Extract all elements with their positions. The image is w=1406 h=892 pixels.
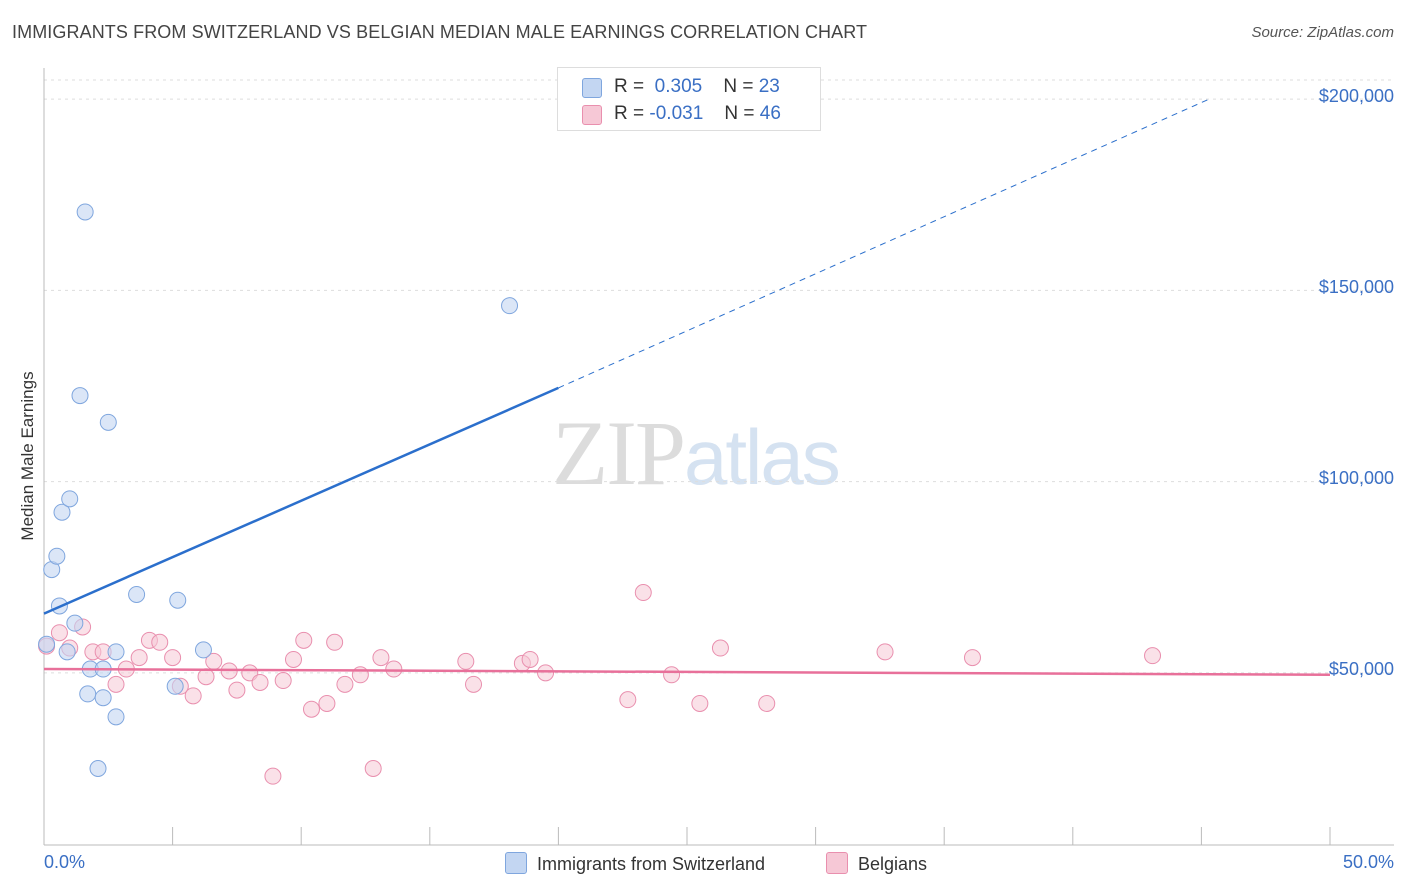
n-value: 23 [758,76,780,97]
belgian-trend-line [43,667,1331,677]
y-axis-label: Median Male Earnings [18,371,37,541]
belgian-point [963,649,981,667]
swiss-point [89,760,107,777]
watermark: ZIPatlas [552,400,841,506]
x-tick-label-min: 0.0% [44,852,86,872]
legend-label: Immigrants from Switzerland [537,854,766,874]
belgian-point [318,694,336,712]
belgian-point [521,650,539,668]
y-tick-label: $200,000 [1318,86,1394,106]
belgian-point [130,649,148,667]
swiss-point [53,503,71,521]
swiss-point [76,203,94,221]
belgian-point [385,660,403,678]
swiss-point [66,614,84,632]
belgian-point [372,649,390,667]
belgian-point [184,687,202,705]
belgian-point [634,584,652,602]
swiss-point [501,297,519,315]
r-label: R = [614,103,645,124]
swiss-point [194,641,212,659]
belgian-point [151,633,169,651]
swiss-point [71,387,89,405]
r-value: -0.031 [649,103,704,124]
belgian-point [264,767,282,785]
swiss-point [99,413,117,431]
swiss-point [128,585,146,603]
n-label: N = [724,103,755,124]
belgian-point [251,673,269,691]
belgian-point [107,675,125,693]
watermark-atlas: atlas [684,413,841,501]
belgian-point [465,675,483,693]
belgian-point [711,639,729,657]
belgian-point [295,631,313,649]
swiss-point [166,677,184,695]
swiss-trend-extension [558,98,1210,389]
belgian-point [228,681,246,699]
belgian-point [663,666,681,684]
y-tick-label: $150,000 [1318,277,1394,297]
belgian-point [284,650,302,668]
stats-text: R = 0.305 N = 23 [614,76,780,98]
belgian-point [758,694,776,712]
swiss-point [107,643,125,661]
n-value: 46 [759,103,781,124]
legend-swatch-swiss [505,852,527,874]
swiss-point [169,591,187,609]
y-tick-label: $50,000 [1328,659,1394,679]
r-value: 0.305 [654,76,703,97]
legend-label: Belgians [858,854,928,874]
swiss-point [79,685,97,703]
source-label: Source: ZipAtlas.com [1251,24,1394,41]
swiss-swatch [582,78,602,98]
belgian-point [457,652,475,670]
belgian-point [876,643,894,661]
stats-text: R = -0.031 N = 46 [614,103,781,125]
belgian-point [50,624,68,642]
x-tick-label-max: 50.0% [1342,852,1394,872]
r-label: R = [614,76,645,97]
watermark-zip: ZIP [552,402,686,504]
belgian-point [197,668,215,686]
belgian-point [691,694,709,712]
legend-item-belgian[interactable]: Belgians [826,852,927,875]
swiss-trend-line [43,386,559,615]
belgian-point [326,633,344,651]
belgian-swatch [582,105,602,125]
swiss-point [94,689,112,707]
belgian-point [336,675,354,693]
n-label: N = [723,76,754,97]
legend-item-swiss[interactable]: Immigrants from Switzerland [505,852,765,875]
swiss-point [48,547,66,565]
belgian-point [537,664,555,682]
legend-swatch-belgian [826,852,848,874]
belgian-point [302,700,320,718]
y-tick-label: $100,000 [1318,468,1394,488]
correlation-stats-box: R = 0.305 N = 23 R = -0.031 N = 46 [557,67,821,131]
swiss-point [38,635,56,653]
chart-title: IMMIGRANTS FROM SWITZERLAND VS BELGIAN M… [12,22,868,42]
belgian-point [274,672,292,690]
belgian-point [364,760,382,777]
belgian-point [1144,647,1162,665]
swiss-point [58,643,76,661]
belgian-point [164,649,182,667]
belgian-point [619,691,637,709]
swiss-point [107,708,125,726]
swiss-point [61,490,79,508]
